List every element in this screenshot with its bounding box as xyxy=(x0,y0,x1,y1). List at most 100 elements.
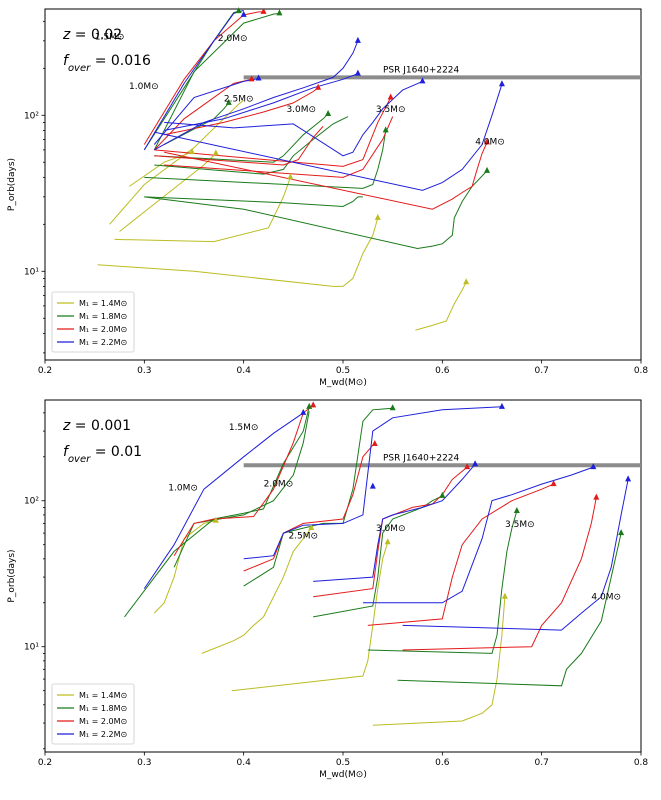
series-line-1.8 xyxy=(153,12,280,151)
series-line-2.0 xyxy=(402,497,597,651)
endpoint-marker xyxy=(625,475,632,482)
series-line-2.0 xyxy=(154,97,392,167)
endpoint-marker xyxy=(419,77,426,84)
legend-label: M₁ = 2.0M⊙ xyxy=(79,325,127,334)
endpoint-marker xyxy=(354,69,361,76)
param-f: fover = 0.016 xyxy=(63,53,151,74)
endpoint-marker xyxy=(498,402,505,409)
series-line-2.2 xyxy=(154,40,359,151)
endpoint-marker xyxy=(369,482,376,489)
param-z: z = 0.02 xyxy=(62,27,122,43)
legend-label: M₁ = 1.4M⊙ xyxy=(79,299,127,308)
mass-label: 2.5M⊙ xyxy=(288,532,318,542)
endpoint-marker xyxy=(389,404,396,411)
endpoint-marker xyxy=(464,463,471,470)
series-line-2.0 xyxy=(143,11,264,145)
series-line-1.8 xyxy=(367,510,518,654)
x-tick-label: 0.7 xyxy=(535,366,549,376)
endpoint-marker xyxy=(248,75,255,82)
series-line-1.8 xyxy=(313,495,443,618)
x-tick-label: 0.4 xyxy=(237,366,252,376)
series-line-2.0 xyxy=(243,443,376,572)
endpoint-marker xyxy=(240,10,247,17)
y-tick-label: 10² xyxy=(24,497,39,507)
series-line-2.2 xyxy=(143,412,304,589)
y-tick-label: 10¹ xyxy=(24,267,39,277)
series-line-1.4 xyxy=(109,99,245,225)
series-line-1.8 xyxy=(163,102,230,145)
y-axis-label: P_orb(days) xyxy=(7,549,17,602)
endpoint-marker xyxy=(550,480,557,487)
series-line-1.8 xyxy=(154,116,349,175)
mass-label: 3.0M⊙ xyxy=(376,524,406,534)
endpoint-marker xyxy=(325,109,332,116)
legend-box xyxy=(51,683,135,745)
series-line-2.0 xyxy=(173,405,314,556)
y-tick-label: 10¹ xyxy=(24,643,39,653)
series-line-2.2 xyxy=(313,463,476,582)
endpoint-marker xyxy=(300,408,307,415)
endpoint-marker xyxy=(484,166,491,173)
endpoint-marker xyxy=(315,83,322,90)
x-tick-label: 0.3 xyxy=(137,758,151,768)
endpoint-marker xyxy=(189,148,196,155)
mass-label: 1.0M⊙ xyxy=(129,82,159,92)
series-line-1.4 xyxy=(153,520,217,614)
endpoint-marker xyxy=(593,493,600,500)
x-tick-label: 0.6 xyxy=(435,366,450,376)
series-line-2.2 xyxy=(164,73,359,131)
mass-label: 1.0M⊙ xyxy=(168,483,198,493)
legend-label: M₁ = 2.2M⊙ xyxy=(79,730,127,739)
mass-label: 1.5M⊙ xyxy=(229,423,259,433)
endpoint-marker xyxy=(463,278,470,285)
series-line-2.0 xyxy=(164,142,488,210)
x-tick-label: 0.5 xyxy=(336,758,350,768)
mass-label: 4.0M⊙ xyxy=(475,137,505,147)
series-line-2.2 xyxy=(153,78,259,145)
legend-label: M₁ = 2.0M⊙ xyxy=(79,717,127,726)
series-line-1.8 xyxy=(144,170,488,250)
endpoint-marker xyxy=(212,149,219,156)
series-line-1.8 xyxy=(124,406,310,618)
legend-box xyxy=(51,291,135,353)
param-f: fover = 0.01 xyxy=(63,444,142,465)
x-axis-label: M_wd(M⊙) xyxy=(319,770,367,780)
series-line-2.2 xyxy=(362,466,594,604)
mass-label: 2.0M⊙ xyxy=(264,480,294,490)
endpoint-marker xyxy=(310,401,317,408)
y-tick-label: 10² xyxy=(24,111,39,121)
x-tick-label: 0.8 xyxy=(634,758,649,768)
endpoint-marker xyxy=(354,36,361,43)
psr-band-label: PSR J1640+2224 xyxy=(383,453,460,463)
endpoint-marker xyxy=(225,98,232,105)
legend-label: M₁ = 2.2M⊙ xyxy=(79,338,127,347)
psr-band-label: PSR J1640+2224 xyxy=(383,65,460,75)
series-line-2.2 xyxy=(154,84,503,191)
endpoint-marker xyxy=(276,9,283,16)
mass-label: 2.5M⊙ xyxy=(224,94,254,104)
x-tick-label: 0.7 xyxy=(535,758,549,768)
endpoint-marker xyxy=(439,491,446,498)
endpoint-marker xyxy=(287,173,294,180)
series-line-1.8 xyxy=(144,196,363,208)
series-line-1.4 xyxy=(231,542,389,692)
series-line-2.2 xyxy=(243,406,502,560)
x-axis-label: M_wd(M⊙) xyxy=(319,378,367,388)
x-tick-label: 0.2 xyxy=(38,758,52,768)
endpoint-marker xyxy=(255,74,262,81)
chart-panel-2: 0.2 0.3 0.4 0.5 0.6 0.7 0.8 10¹ 10² M_wd(M⊙) P_orb… xyxy=(7,399,649,780)
legend-label: M₁ = 1.4M⊙ xyxy=(79,691,127,700)
mass-label: 3.5M⊙ xyxy=(505,520,535,530)
x-tick-label: 0.2 xyxy=(38,366,52,376)
endpoint-marker xyxy=(382,126,389,133)
endpoint-marker xyxy=(513,507,520,514)
series-line-1.4 xyxy=(372,596,506,726)
endpoint-marker xyxy=(498,80,505,87)
mass-label: 3.0M⊙ xyxy=(286,105,316,115)
x-tick-label: 0.4 xyxy=(237,758,252,768)
endpoint-marker xyxy=(235,7,242,14)
endpoint-marker xyxy=(387,93,394,100)
series-line-1.8 xyxy=(243,407,393,587)
chart-panel-1: 0.2 0.3 0.4 0.5 0.6 0.7 0.8 10¹ 10² M_wd(M⊙) P_orb… xyxy=(7,7,648,388)
